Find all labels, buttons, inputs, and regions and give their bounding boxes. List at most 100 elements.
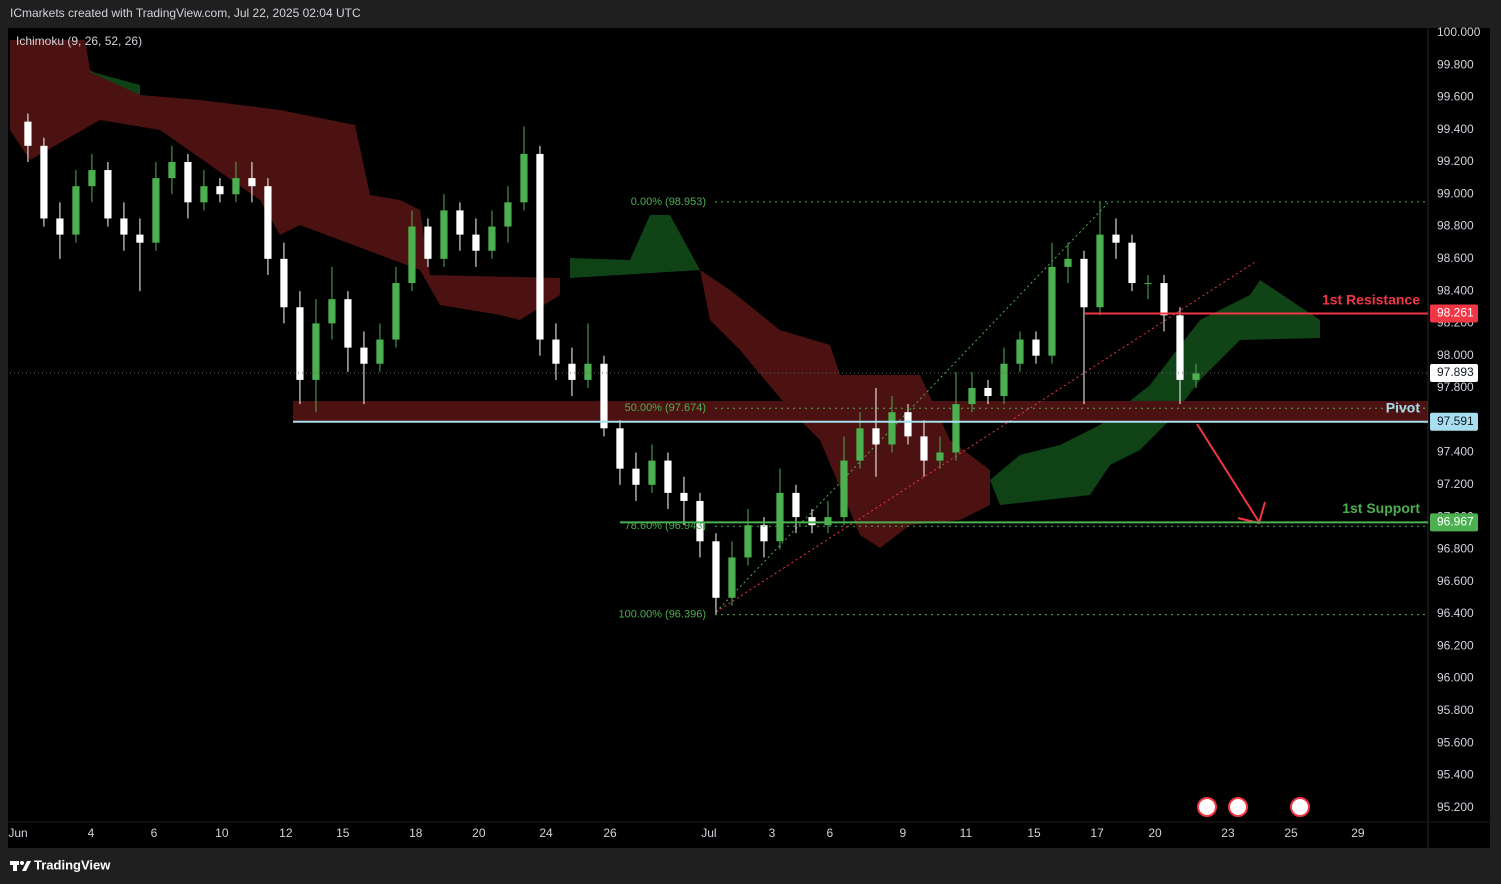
x-tick-label: 23 (1221, 826, 1235, 840)
candle-body (1128, 242, 1136, 284)
pivot-zone (293, 401, 1428, 421)
ichimoku-cloud (10, 40, 1428, 548)
candle-body (536, 153, 544, 340)
candle-body (952, 404, 960, 453)
candle-body (120, 218, 128, 235)
cloud-bearish (10, 40, 560, 320)
candle-body (232, 178, 240, 195)
x-tick-label: 20 (1148, 826, 1162, 840)
x-tick-label: 26 (603, 826, 617, 840)
candle-body (184, 161, 192, 203)
candle-body (56, 218, 64, 235)
level-tag-label: 97.591 (1437, 414, 1474, 428)
y-tick-label: 95.600 (1437, 735, 1474, 749)
x-tick-label: 15 (1027, 826, 1041, 840)
candle-body (1000, 363, 1008, 397)
candle-body (856, 428, 864, 461)
x-tick-label: 24 (539, 826, 553, 840)
x-tick-label: 17 (1090, 826, 1104, 840)
candle-body (776, 492, 784, 542)
candle-body (344, 299, 352, 348)
candle-body (328, 299, 336, 324)
candle-body (392, 283, 400, 340)
candle-body (712, 541, 720, 598)
level-tag (1430, 304, 1478, 323)
candle-body (296, 307, 304, 380)
y-tick-label: 96.600 (1437, 574, 1474, 588)
candle-body (888, 412, 896, 445)
candle-body (360, 347, 368, 364)
event-icons (1197, 797, 1310, 817)
x-tick-label: 15 (336, 826, 350, 840)
candle-body (680, 492, 688, 501)
candle-body (696, 500, 704, 542)
y-tick-label: 97.200 (1437, 477, 1474, 491)
candle-body (1064, 258, 1072, 267)
candle-body (472, 234, 480, 251)
candle-body (280, 258, 288, 308)
candle-body (792, 492, 800, 518)
cloud-bullish (85, 70, 140, 95)
candle-body (152, 178, 160, 243)
candle-body (1016, 339, 1024, 364)
y-tick-label: 99.600 (1437, 90, 1474, 104)
candle-body (728, 557, 736, 598)
x-tick-label: Jul (701, 826, 716, 840)
candle-body (968, 387, 976, 405)
candle-body (904, 412, 912, 437)
candle-body (72, 186, 80, 235)
candle-body (1192, 373, 1200, 380)
candle-body (920, 436, 928, 461)
x-tick-label: 11 (960, 826, 973, 840)
candle-body (1032, 339, 1040, 356)
candle-body (440, 210, 448, 259)
y-tick-label: 97.800 (1437, 380, 1474, 394)
candle-body (376, 339, 384, 364)
y-tick-label: 96.800 (1437, 542, 1474, 556)
candle-body (104, 170, 112, 219)
price-axis (1428, 28, 1490, 848)
candle-body (616, 428, 624, 469)
candle-body (840, 460, 848, 518)
candle-body (504, 202, 512, 227)
fib-label: 50.00% (97.674) (625, 402, 706, 414)
y-tick-label: 99.800 (1437, 57, 1474, 71)
candle-body (600, 363, 608, 429)
candle-body (1160, 283, 1168, 316)
candle-body (744, 525, 752, 558)
candle-body (264, 186, 272, 259)
y-tick-label: 95.400 (1437, 768, 1474, 782)
cloud-bullish (990, 280, 1320, 505)
level-tag-label: 98.261 (1437, 306, 1474, 320)
price-tag (1430, 363, 1478, 382)
y-tick-label: 96.400 (1437, 606, 1474, 620)
x-tick-label: 12 (279, 826, 293, 840)
candle-body (168, 161, 176, 179)
level-tag (1430, 412, 1478, 431)
candle-body (520, 153, 528, 203)
x-tick-label: 25 (1284, 826, 1298, 840)
candle-body (488, 226, 496, 251)
candle-body (632, 468, 640, 485)
candle-body (200, 186, 208, 203)
candle-body (824, 517, 832, 526)
x-tick-label: 10 (215, 826, 229, 840)
y-tick-label: 98.000 (1437, 348, 1474, 362)
candle-body (664, 460, 672, 493)
trend-line (715, 261, 1256, 613)
candle-body (88, 170, 96, 187)
brand-name: TradingView (34, 857, 111, 872)
fib-label: 0.00% (98.953) (631, 196, 706, 208)
x-tick-label: 29 (1351, 826, 1365, 840)
y-tick-label: 99.400 (1437, 122, 1474, 136)
header-title: ICmarkets created with TradingView.com, … (10, 6, 361, 20)
y-tick-label: 97.400 (1437, 445, 1474, 459)
candle-body (1176, 315, 1184, 380)
candle-body (584, 363, 592, 380)
candle-body (136, 234, 144, 243)
x-tick-label: 4 (88, 826, 95, 840)
level-label: 1st Resistance (1322, 291, 1420, 307)
y-tick-label: 98.600 (1437, 251, 1474, 265)
